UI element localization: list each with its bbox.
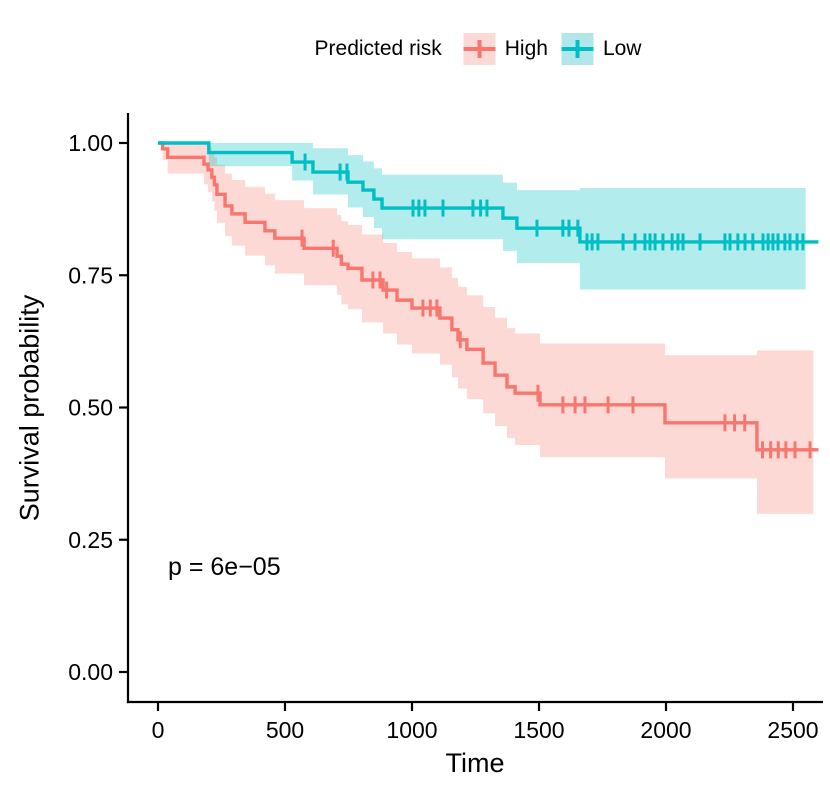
p-value-annotation: p = 6e−05 <box>168 553 281 581</box>
survival-curves <box>158 141 819 452</box>
low-risk-key-icon <box>561 33 594 65</box>
low-survival-curve <box>158 141 819 244</box>
y-tick-label: 0.75 <box>68 262 113 288</box>
x-tick-label: 500 <box>266 717 304 743</box>
x-axis-ticks: 0 500 1000 1500 2000 2500 <box>152 702 819 743</box>
x-tick-label: 1500 <box>513 717 564 743</box>
x-tick-label: 1000 <box>386 717 437 743</box>
x-tick-label: 2500 <box>767 717 818 743</box>
legend-label-high: High <box>504 37 548 60</box>
x-tick-label: 0 <box>152 717 165 743</box>
x-axis-title: Time <box>445 748 505 778</box>
legend: Predicted risk High Low <box>314 33 642 65</box>
y-tick-label: 0.50 <box>68 395 113 421</box>
high-ci-band <box>158 143 814 514</box>
y-axis-title: Survival probability <box>14 294 45 522</box>
y-tick-label: 0.00 <box>68 659 113 685</box>
ci-bands <box>158 143 814 514</box>
x-tick-label: 2000 <box>640 717 691 743</box>
legend-label-low: Low <box>602 37 642 60</box>
censor-marks <box>300 153 812 459</box>
y-axis-ticks: 0.00 0.25 0.50 0.75 1.00 <box>68 130 128 685</box>
high-survival-curve <box>158 141 819 452</box>
y-tick-label: 0.25 <box>68 527 113 553</box>
y-tick-label: 1.00 <box>68 130 113 156</box>
legend-entry-high: High <box>463 33 548 65</box>
high-risk-key-icon <box>463 33 496 65</box>
legend-entry-low: Low <box>561 33 642 65</box>
legend-title: Predicted risk <box>314 37 442 60</box>
